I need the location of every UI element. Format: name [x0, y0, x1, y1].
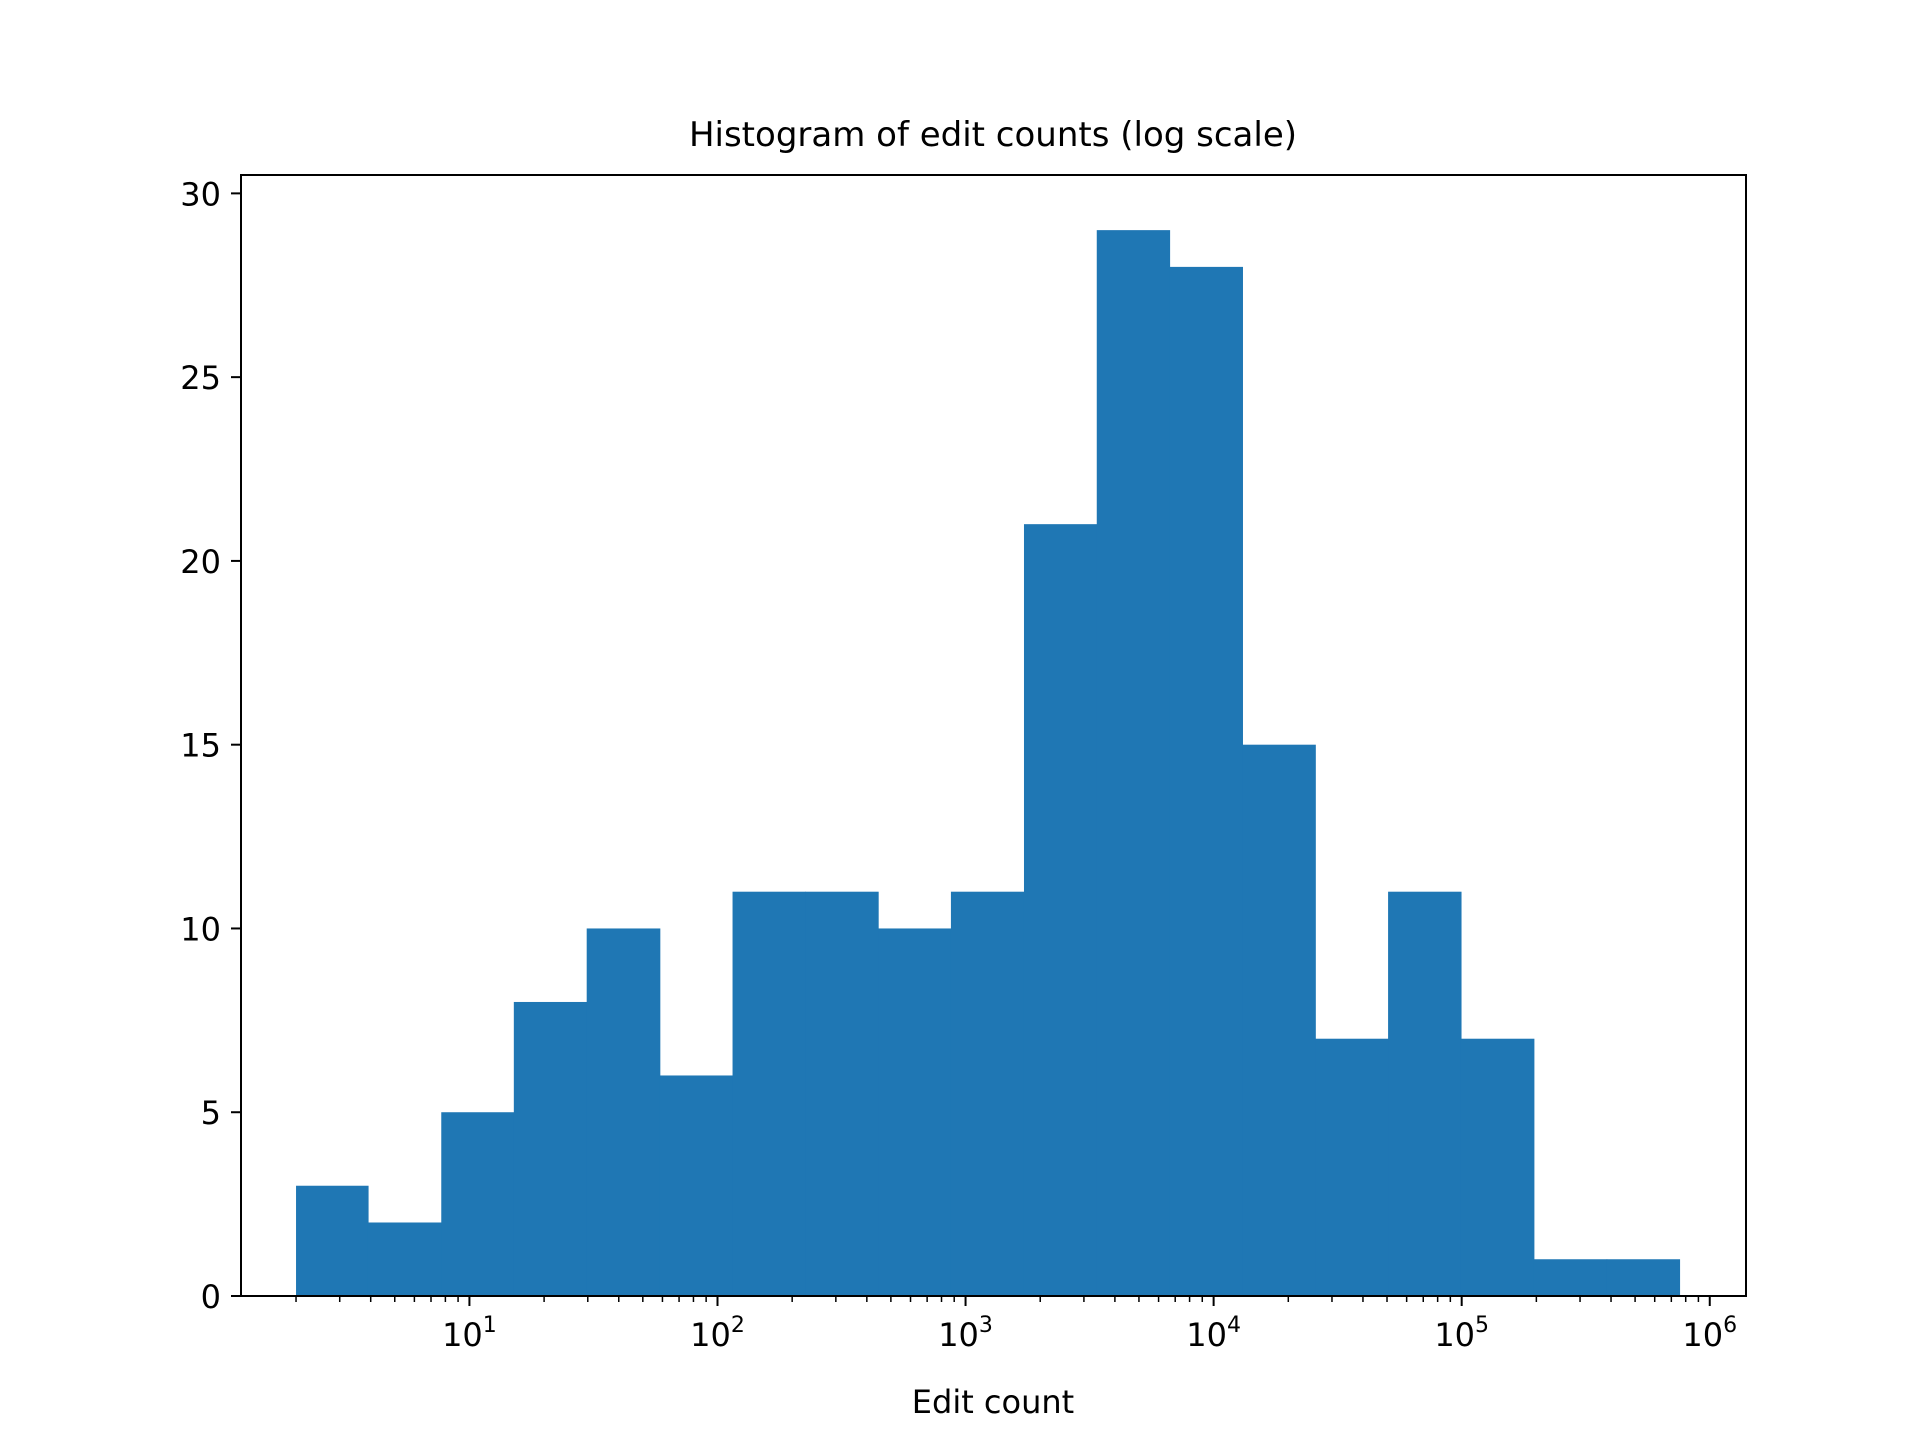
histogram-bar [1460, 1038, 1535, 1296]
y-tick-label: 25 [180, 359, 221, 397]
y-tick-label: 10 [180, 910, 221, 948]
y-tick-label: 15 [180, 727, 221, 765]
histogram-bar [1606, 1259, 1681, 1296]
histogram-bar [296, 1185, 369, 1296]
y-tick-label: 5 [201, 1094, 221, 1132]
x-tick-label: 104 [1186, 1313, 1241, 1354]
histogram-bar [1533, 1259, 1608, 1296]
histogram-bar [805, 891, 879, 1296]
histogram-bars [296, 230, 1681, 1297]
histogram-bar [1169, 266, 1243, 1296]
histogram-bar [659, 1075, 734, 1296]
histogram-bar [732, 891, 806, 1296]
histogram-bar [441, 1112, 515, 1296]
histogram-bar [513, 1001, 588, 1296]
histogram-bar [586, 928, 661, 1296]
x-tick-label: 105 [1434, 1313, 1489, 1354]
x-axis: 101 102 103 104 105 106 [295, 1296, 1737, 1354]
y-tick-label: 30 [180, 175, 221, 213]
x-tick-label: 103 [938, 1313, 993, 1354]
y-axis: 0 5 10 15 20 25 30 [180, 175, 241, 1316]
histogram-bar [1096, 230, 1171, 1297]
histogram-bar [367, 1222, 442, 1296]
y-tick-label: 0 [201, 1278, 221, 1316]
histogram-bar [1242, 744, 1316, 1296]
histogram-bar [1023, 524, 1098, 1296]
plot-frame [240, 174, 1747, 1297]
x-tick-label: 106 [1682, 1313, 1737, 1354]
y-tick-label: 20 [180, 543, 221, 581]
histogram-bar [878, 928, 952, 1296]
histogram-bar [950, 891, 1025, 1296]
histogram-bar [1315, 1038, 1389, 1296]
chart-title: Histogram of edit counts (log scale) [689, 115, 1297, 155]
x-axis-label: Edit count [912, 1383, 1074, 1421]
x-tick-label: 102 [690, 1313, 745, 1354]
x-tick-label: 101 [442, 1313, 497, 1354]
histogram-bar [1388, 891, 1462, 1296]
